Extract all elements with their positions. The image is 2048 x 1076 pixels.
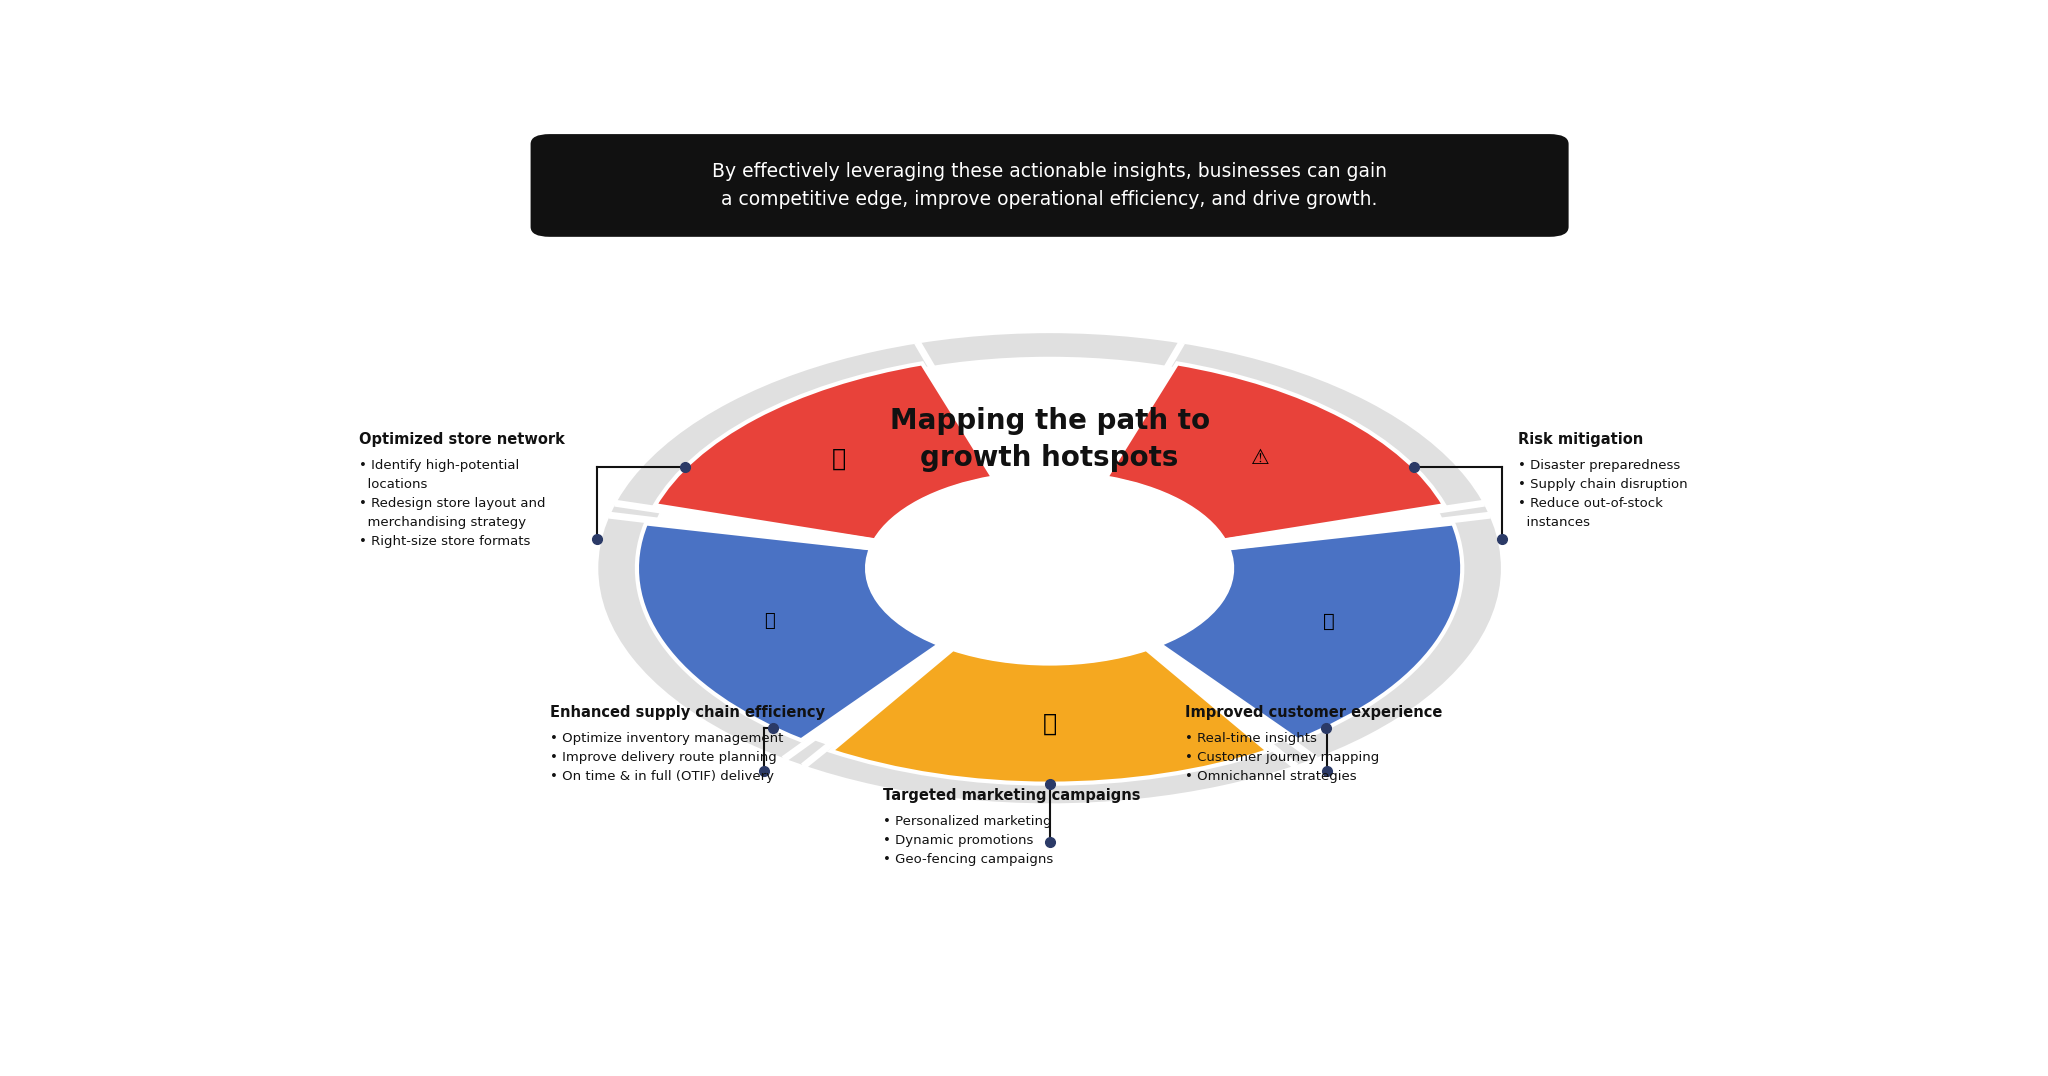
- Text: • Optimize inventory management
• Improve delivery route planning
• On time & in: • Optimize inventory management • Improv…: [549, 733, 782, 783]
- Text: Targeted marketing campaigns: Targeted marketing campaigns: [883, 788, 1141, 803]
- Text: 👥: 👥: [1323, 612, 1335, 631]
- Text: Optimized store network: Optimized store network: [358, 431, 565, 447]
- Wedge shape: [598, 332, 1501, 805]
- Wedge shape: [1106, 364, 1444, 540]
- Wedge shape: [637, 523, 940, 740]
- Text: Enhanced supply chain efficiency: Enhanced supply chain efficiency: [549, 705, 825, 720]
- Text: 💡: 💡: [1042, 711, 1057, 736]
- Text: • Personalized marketing
• Dynamic promotions
• Geo-fencing campaigns: • Personalized marketing • Dynamic promo…: [883, 816, 1053, 866]
- Text: Risk mitigation: Risk mitigation: [1518, 431, 1642, 447]
- Wedge shape: [1159, 523, 1462, 740]
- Text: Improved customer experience: Improved customer experience: [1184, 705, 1442, 720]
- Text: 🏪: 🏪: [831, 447, 846, 470]
- Text: Mapping the path to
growth hotspots: Mapping the path to growth hotspots: [889, 408, 1210, 472]
- Circle shape: [866, 473, 1233, 664]
- Text: • Identify high-potential
  locations
• Redesign store layout and
  merchandisin: • Identify high-potential locations • Re…: [358, 458, 545, 548]
- Text: By effectively leveraging these actionable insights, businesses can gain
a compe: By effectively leveraging these actionab…: [713, 162, 1386, 209]
- Wedge shape: [655, 364, 993, 540]
- Wedge shape: [831, 649, 1268, 783]
- Text: 🚚: 🚚: [764, 612, 776, 631]
- FancyBboxPatch shape: [530, 134, 1569, 237]
- Text: • Disaster preparedness
• Supply chain disruption
• Reduce out-of-stock
  instan: • Disaster preparedness • Supply chain d…: [1518, 458, 1688, 529]
- Text: ⚠️: ⚠️: [1251, 449, 1270, 468]
- Text: • Real-time insights
• Customer journey mapping
• Omnichannel strategies: • Real-time insights • Customer journey …: [1184, 733, 1378, 783]
